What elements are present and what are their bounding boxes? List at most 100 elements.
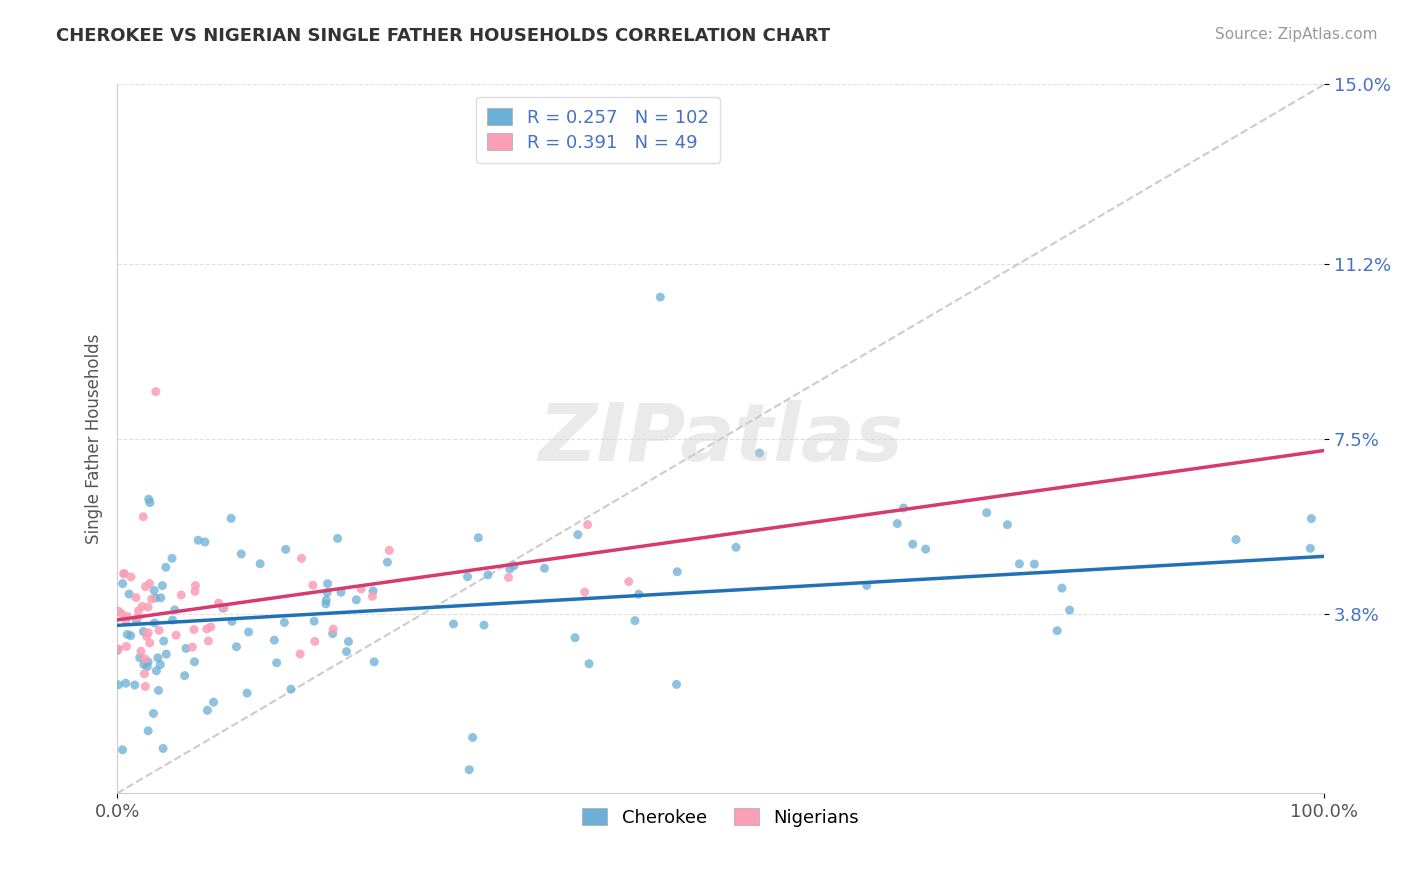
Point — [184, 584, 207, 599]
Point — [1059, 603, 1081, 617]
Point — [134, 680, 156, 694]
Point — [330, 585, 353, 599]
Point — [128, 650, 150, 665]
Point — [335, 644, 357, 658]
Point — [181, 640, 204, 654]
Point — [129, 644, 152, 658]
Point — [650, 290, 672, 304]
Point — [377, 555, 399, 569]
Point — [124, 678, 146, 692]
Point — [533, 561, 555, 575]
Point — [162, 613, 184, 627]
Point — [195, 622, 218, 636]
Point — [111, 743, 134, 757]
Point — [107, 678, 129, 692]
Point — [576, 517, 599, 532]
Point — [115, 640, 138, 654]
Point — [1024, 557, 1046, 571]
Point — [290, 551, 312, 566]
Point — [145, 384, 167, 399]
Point — [337, 634, 360, 648]
Point — [114, 676, 136, 690]
Point — [503, 558, 526, 573]
Point — [472, 618, 495, 632]
Point — [136, 625, 159, 640]
Point — [132, 657, 155, 672]
Point — [665, 677, 688, 691]
Point — [120, 570, 142, 584]
Point — [183, 623, 205, 637]
Point — [148, 683, 170, 698]
Point — [976, 506, 998, 520]
Point — [236, 686, 259, 700]
Point — [197, 703, 219, 717]
Point — [316, 576, 339, 591]
Point — [152, 634, 174, 648]
Point — [893, 501, 915, 516]
Point — [127, 610, 149, 624]
Point — [225, 640, 247, 654]
Point — [350, 582, 373, 596]
Y-axis label: Single Father Households: Single Father Households — [86, 334, 103, 544]
Point — [131, 599, 153, 614]
Point — [458, 763, 481, 777]
Point — [117, 627, 139, 641]
Point — [136, 723, 159, 738]
Point — [567, 527, 589, 541]
Point — [901, 537, 924, 551]
Point — [150, 579, 173, 593]
Point — [304, 634, 326, 648]
Point — [125, 591, 148, 605]
Point — [499, 562, 522, 576]
Point — [107, 642, 129, 657]
Point — [112, 566, 135, 581]
Point — [461, 731, 484, 745]
Point — [263, 633, 285, 648]
Point — [266, 656, 288, 670]
Point — [118, 587, 141, 601]
Point — [138, 576, 160, 591]
Point — [135, 580, 157, 594]
Point — [163, 603, 186, 617]
Point — [155, 647, 177, 661]
Point — [1225, 533, 1247, 547]
Point — [1301, 511, 1323, 525]
Point — [316, 585, 339, 599]
Point — [134, 666, 156, 681]
Point — [165, 628, 187, 642]
Point — [143, 615, 166, 630]
Point — [142, 706, 165, 721]
Point — [578, 657, 600, 671]
Point — [107, 604, 129, 618]
Point — [666, 565, 689, 579]
Text: Source: ZipAtlas.com: Source: ZipAtlas.com — [1215, 27, 1378, 42]
Point — [155, 560, 177, 574]
Point — [149, 657, 172, 672]
Point — [160, 551, 183, 566]
Point — [322, 626, 344, 640]
Point — [315, 593, 337, 607]
Point — [132, 624, 155, 639]
Point — [280, 682, 302, 697]
Point — [363, 655, 385, 669]
Point — [146, 651, 169, 665]
Point — [443, 617, 465, 632]
Point — [139, 495, 162, 509]
Point — [477, 567, 499, 582]
Text: ZIPatlas: ZIPatlas — [538, 400, 903, 478]
Point — [112, 566, 135, 581]
Legend: Cherokee, Nigerians: Cherokee, Nigerians — [575, 801, 866, 834]
Point — [145, 591, 167, 605]
Point — [136, 600, 159, 615]
Point — [184, 578, 207, 592]
Point — [152, 741, 174, 756]
Point — [125, 614, 148, 628]
Point — [315, 597, 337, 611]
Point — [617, 574, 640, 589]
Point — [149, 591, 172, 605]
Point — [214, 600, 236, 615]
Point — [288, 647, 311, 661]
Point — [457, 570, 479, 584]
Point — [183, 655, 205, 669]
Point — [187, 533, 209, 548]
